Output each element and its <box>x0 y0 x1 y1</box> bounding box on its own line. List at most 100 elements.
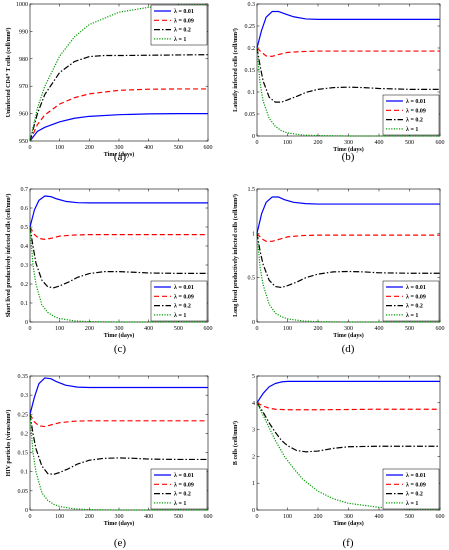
legend-entry: λ = 1 <box>174 501 186 507</box>
y-tick-label: 0.6 <box>21 206 29 212</box>
series-line-2 <box>29 226 208 240</box>
x-tick-label: 300 <box>344 140 353 146</box>
x-tick-label: 200 <box>314 326 323 332</box>
x-tick-label: 100 <box>283 326 292 332</box>
x-tick-label: 600 <box>436 326 445 332</box>
x-tick-label: 200 <box>85 514 94 520</box>
series-line-2 <box>256 232 440 242</box>
legend-entry: λ = 0.09 <box>406 482 426 488</box>
series-line-3 <box>256 233 440 289</box>
y-tick-label: 980 <box>19 57 28 63</box>
series-line-3 <box>29 54 209 142</box>
panel-caption: (c) <box>114 343 127 355</box>
y-tick-label: 0.2 <box>21 431 29 437</box>
legend-entry: λ = 0.09 <box>406 294 426 300</box>
x-axis-label: Time (days) <box>333 520 363 527</box>
legend-entry: λ = 0.2 <box>174 304 191 310</box>
y-tick-label: 0 <box>25 508 28 514</box>
legend-entry: λ = 0.2 <box>406 304 423 310</box>
y-tick-label: 0.5 <box>21 225 29 231</box>
x-tick-label: 600 <box>204 514 213 520</box>
y-axis-label: Long lived productively infected cells (… <box>232 194 239 317</box>
legend-entry: λ = 0.09 <box>174 18 194 24</box>
panel-c: 0 100 200 300 400 500 600 0 0.1 0.2 0.3 0.4 0.5 0.6 0.… <box>5 187 213 355</box>
legend-entry: λ = 1 <box>406 127 418 133</box>
x-tick-label: 600 <box>436 514 445 520</box>
y-tick-label: 0 <box>25 320 28 326</box>
y-axis-label: Short lived productively infected cells … <box>5 194 12 318</box>
series-line-1 <box>256 10 440 49</box>
x-tick-label: 500 <box>174 326 183 332</box>
x-tick-label: 0 <box>29 145 32 151</box>
x-tick-label: 100 <box>55 145 64 151</box>
y-tick-label: 0 <box>252 320 255 326</box>
legend-entry: λ = 0.01 <box>406 99 426 105</box>
x-tick-label: 600 <box>204 326 213 332</box>
x-tick-label: 100 <box>55 326 64 332</box>
legend: λ = 0.01 λ = 0.09 λ = 0.2 λ = 1 <box>382 468 440 510</box>
y-tick-label: 3 <box>252 428 255 434</box>
legend-entry: λ = 1 <box>406 313 418 319</box>
x-tick-label: 400 <box>375 140 384 146</box>
series-line-3 <box>29 226 208 289</box>
x-tick-label: 400 <box>144 326 153 332</box>
panel-caption: (e) <box>114 537 127 549</box>
x-tick-label: 500 <box>405 326 414 332</box>
x-tick-label: 600 <box>204 145 213 151</box>
x-tick-label: 300 <box>344 326 353 332</box>
panel-caption: (d) <box>342 343 355 355</box>
y-tick-label: 970 <box>19 84 28 90</box>
y-tick-label: 2 <box>252 454 255 460</box>
series-line-4 <box>29 226 208 323</box>
legend-entry: λ = 0.09 <box>174 294 194 300</box>
legend-entry: λ = 0.2 <box>174 492 191 498</box>
series-line-1 <box>256 380 440 404</box>
panel-f: 0 100 200 300 400 500 600 0 1 2 3 4 5 Time (days) B ce… <box>232 374 445 549</box>
y-tick-label: 990 <box>19 29 28 35</box>
y-tick-label: 0.15 <box>18 451 29 457</box>
series-line-1 <box>29 195 208 228</box>
x-tick-label: 500 <box>405 514 414 520</box>
legend-entry: λ = 0.01 <box>174 473 194 479</box>
y-tick-label: 0.4 <box>21 244 29 250</box>
y-tick-label: 0 <box>252 508 255 514</box>
series-line-2 <box>256 402 440 411</box>
legend: λ = 0.01 λ = 0.09 λ = 0.2 λ = 1 <box>150 468 208 510</box>
panel-b: 0 100 200 300 400 500 600 0 0.05 0.1 0.15 0.2 0.25 0.… <box>232 2 445 163</box>
y-tick-label: 1 <box>252 481 255 487</box>
y-axis-label: HIV particles (virus/mm³) <box>5 410 12 477</box>
legend-entry: λ = 0.2 <box>174 28 191 34</box>
y-tick-label: 950 <box>19 139 28 145</box>
legend-entry: λ = 0.01 <box>406 285 426 291</box>
series-line-1 <box>256 196 440 234</box>
panel-caption: (a) <box>114 151 127 163</box>
legend-entry: λ = 0.2 <box>406 118 423 124</box>
x-tick-label: 400 <box>375 326 384 332</box>
y-tick-label: 0.2 <box>21 282 29 288</box>
x-tick-label: 200 <box>85 326 94 332</box>
y-tick-label: 0.2 <box>248 46 256 52</box>
series-line-2 <box>29 413 208 428</box>
panel-caption: (b) <box>342 151 355 163</box>
x-tick-label: 200 <box>314 514 323 520</box>
series-line-4 <box>29 414 208 511</box>
legend-entry: λ = 0.01 <box>174 285 194 291</box>
x-tick-label: 0 <box>29 514 32 520</box>
y-tick-label: 0 <box>252 134 255 140</box>
x-tick-label: 500 <box>174 145 183 151</box>
y-tick-label: 0.05 <box>18 489 29 495</box>
series-line-4 <box>256 47 440 137</box>
y-tick-label: 0.3 <box>248 2 256 8</box>
x-tick-label: 100 <box>283 514 292 520</box>
x-tick-label: 300 <box>344 514 353 520</box>
x-tick-label: 300 <box>115 326 124 332</box>
x-axis-label: Time (days) <box>104 520 134 527</box>
x-tick-label: 0 <box>256 514 259 520</box>
x-tick-label: 300 <box>115 145 124 151</box>
x-axis-label: Time (days) <box>333 146 363 153</box>
x-tick-label: 500 <box>174 514 183 520</box>
legend: λ = 0.01 λ = 0.09 λ = 0.2 λ = 1 <box>382 280 440 322</box>
panel-e: 0 100 200 300 400 500 600 0 0.05 0.1 0.15 0.2 0.25 0.… <box>5 374 213 549</box>
legend-entry: λ = 1 <box>174 313 186 319</box>
